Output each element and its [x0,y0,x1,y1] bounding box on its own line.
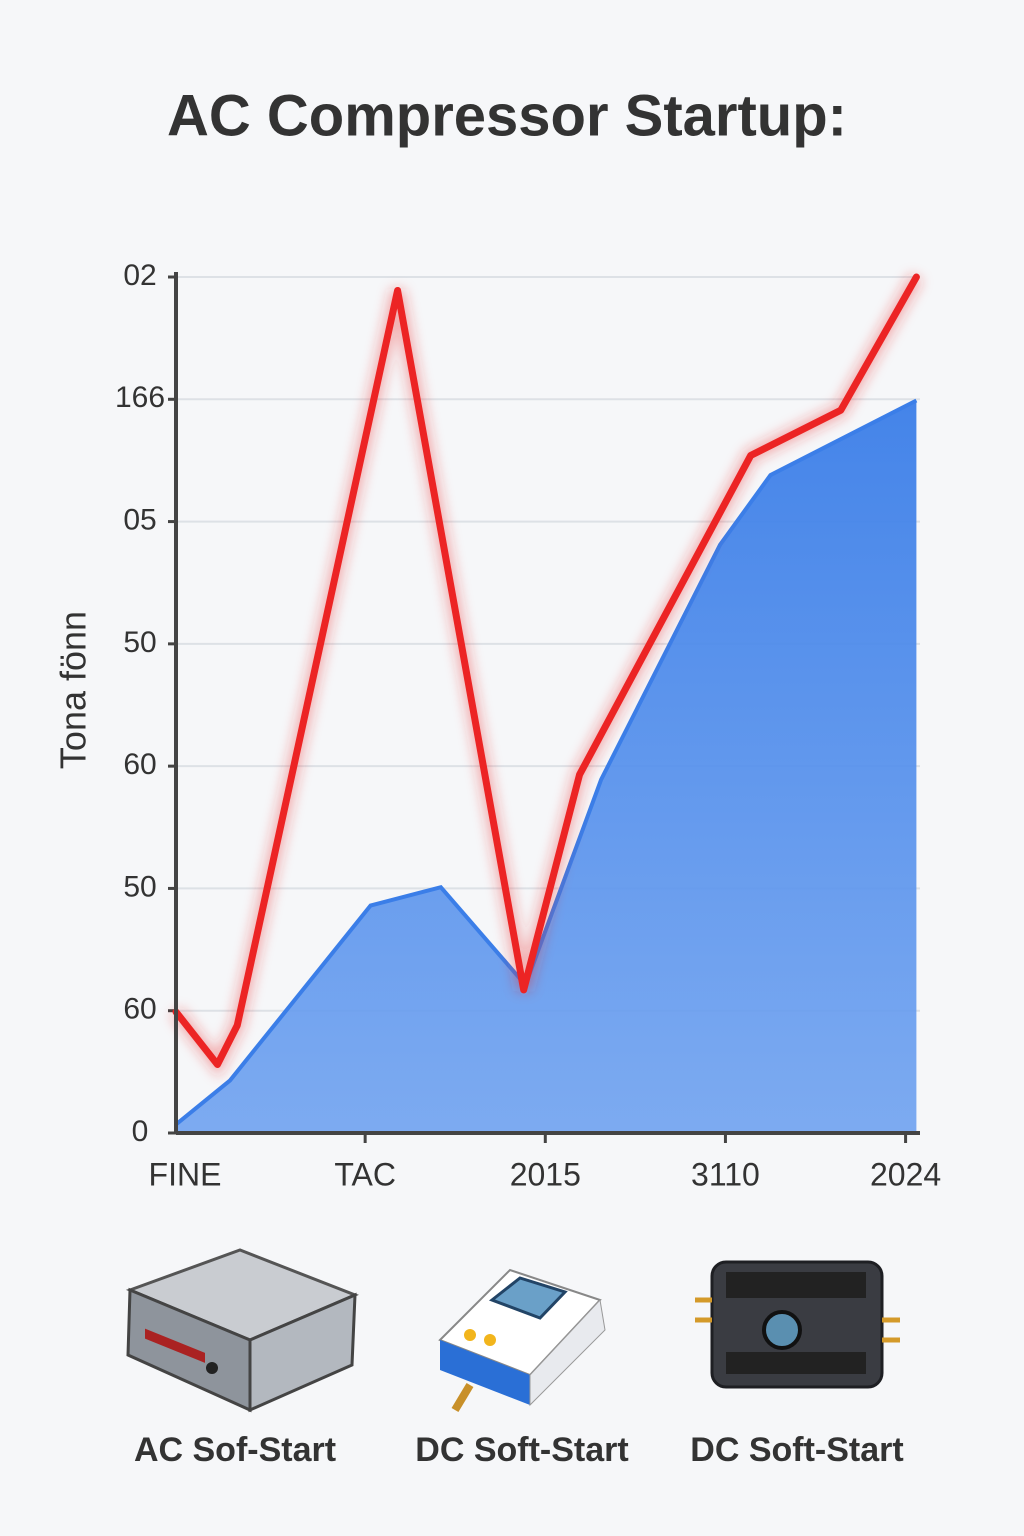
y-tick-label: 166 [115,381,165,414]
x-tick-label: TAC [334,1156,396,1192]
product-icon [125,1248,359,1413]
y-tick-label: 60 [123,748,156,781]
area [176,400,917,1134]
product-icon [438,1268,606,1413]
x-tick-label: 2015 [510,1156,581,1192]
y-tick-label: 0 [132,1115,149,1148]
y-tick-label: 50 [123,870,156,903]
product-label: DC Soft-Start [690,1431,903,1469]
y-tick-label: 60 [123,993,156,1026]
x-tick-label: FINE [149,1156,222,1192]
line [172,273,920,1069]
product-label: DC Soft-Start [415,1431,628,1469]
chart-title: AC Compressor Startup: [167,83,847,148]
y-tick-label: 50 [123,626,156,659]
x-tick-label: 3110 [691,1156,760,1192]
product-label: AC Sof-Start [134,1431,336,1469]
plot: 0 60 50 60 50 05 166 02 FINE TAC 2015 3110 2024 [115,259,941,1193]
y-axis-label: Tona fönn [53,611,94,769]
product-icon [695,1260,900,1389]
products: AC Sof-Start DC Soft-Start DC Soft-Start [125,1248,904,1469]
y-tick-label: 05 [123,503,156,536]
x-tick-label: 2024 [870,1156,941,1192]
y-tick-label: 02 [123,259,156,292]
